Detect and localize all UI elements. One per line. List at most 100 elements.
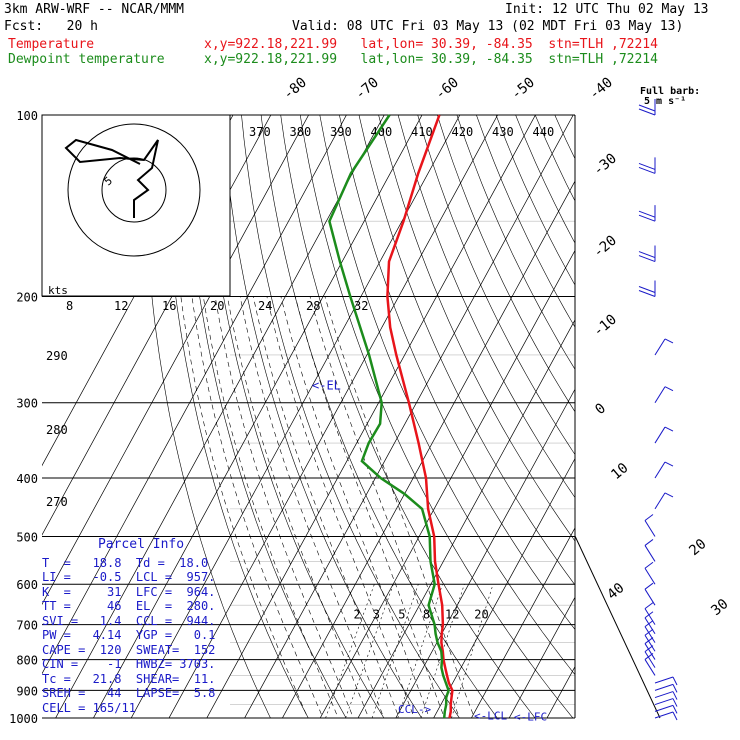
wind-barb-flag xyxy=(644,582,654,590)
wind-barb-flag xyxy=(672,698,678,707)
moist-adiabat xyxy=(191,296,324,718)
dry-adiabat xyxy=(143,115,271,718)
el-marker: <-EL xyxy=(312,379,341,393)
dry-adiabat xyxy=(299,115,574,718)
wind-barb xyxy=(654,698,678,707)
wind-barb xyxy=(654,676,678,686)
wind-barb-staff xyxy=(644,651,656,668)
wind-barb-staff xyxy=(644,608,656,625)
wind-barb xyxy=(644,539,656,562)
temperature-location: x,y=922.18,221.99 lat,lon= 30.39, -84.35… xyxy=(204,37,658,52)
parcel-info-row: CELL = 165/11 xyxy=(42,700,136,715)
mixing-ratio-line xyxy=(371,584,419,718)
dry-adiabat xyxy=(339,115,575,630)
mixing-ratio-label-5: 5 xyxy=(398,608,405,622)
wind-barb-staff xyxy=(654,698,674,706)
pressure-label-1000: 1000 xyxy=(9,712,38,726)
moist-adiabat xyxy=(203,296,339,718)
wind-barb-flag xyxy=(644,514,654,521)
mixing-ratio-label-12: 12 xyxy=(445,608,459,622)
wind-barb-staff xyxy=(644,588,656,606)
mixing-ratio-line xyxy=(345,584,394,718)
moist-adiabat xyxy=(253,296,400,718)
wind-barb xyxy=(638,245,656,263)
theta-label-280: 280 xyxy=(46,423,68,437)
wind-barb-flag xyxy=(638,255,656,263)
wind-barb-flag xyxy=(638,286,656,293)
wind-barb-staff xyxy=(644,626,656,643)
wind-barb-flag xyxy=(664,492,674,498)
model-title: 3km ARW-WRF -- NCAR/MMM xyxy=(4,2,185,17)
wind-barb-staff xyxy=(654,711,674,719)
pressure-label-600: 600 xyxy=(16,578,38,592)
hodograph-units-label: kts xyxy=(48,284,68,297)
theta-e-label-440: 440 xyxy=(533,125,555,139)
dry-adiabat xyxy=(417,115,575,456)
barb-key-line2: 5 m s⁻¹ xyxy=(644,96,686,107)
isotherm-label--50: -50 xyxy=(508,75,538,104)
wind-barb-flag xyxy=(644,602,654,609)
isotherm-label--80: -80 xyxy=(280,75,310,104)
wind-barb-flag xyxy=(664,386,674,392)
pressure-label-300: 300 xyxy=(16,397,38,411)
isotherm-line xyxy=(546,665,575,718)
moist-adiabat xyxy=(227,296,370,718)
wind-barb xyxy=(638,157,656,174)
speed-tick-label-16: 16 xyxy=(162,299,176,313)
wind-barb-staff xyxy=(654,492,666,510)
isotherm-line xyxy=(357,319,575,718)
speed-tick-label-28: 28 xyxy=(306,299,320,313)
wind-barb xyxy=(654,492,674,510)
isotherm-line xyxy=(42,115,347,675)
isotherm-label-30: 30 xyxy=(708,596,731,619)
wind-barb-flag xyxy=(638,104,656,112)
parcel-info-row: SVI = 1.4 CCL = 944. xyxy=(42,613,216,628)
mixing-ratio-label-8: 8 xyxy=(423,608,430,622)
wind-barb-flag xyxy=(638,108,656,116)
ccl-marker: CCL-> xyxy=(398,703,431,716)
parcel-info-row: PW = 4.14 YGP = 0.1 xyxy=(42,628,216,642)
wind-barb-flag xyxy=(644,561,654,569)
mixing-ratio-label-3: 3 xyxy=(373,608,380,622)
dry-adiabat xyxy=(241,115,460,718)
dry-adiabat xyxy=(162,115,309,718)
wind-barb-flag xyxy=(638,166,656,174)
barb-key-line1: Full barb: xyxy=(640,86,700,97)
theta-e-label-380: 380 xyxy=(290,125,312,139)
dry-adiabat xyxy=(378,115,575,542)
parcel-info-row: TT = 46 EL = 280. xyxy=(42,599,216,613)
theta-label-290: 290 xyxy=(46,349,68,363)
dry-adiabat xyxy=(319,115,575,676)
theta-e-label-430: 430 xyxy=(492,125,514,139)
wind-barb-flag xyxy=(672,684,678,693)
wind-barb-staff xyxy=(644,567,656,585)
pressure-label-500: 500 xyxy=(16,530,38,544)
dry-adiabat xyxy=(534,115,575,202)
dewpoint-trace xyxy=(328,114,450,719)
moist-adiabat xyxy=(266,296,415,718)
wind-barb-flag xyxy=(672,705,678,714)
forecast-hour: Fcst: 20 h xyxy=(4,19,98,34)
wind-barb xyxy=(638,280,656,297)
wind-barb xyxy=(654,461,674,479)
wind-barb xyxy=(644,582,656,606)
wind-barb-flag xyxy=(672,676,678,686)
wind-barb-staff xyxy=(654,426,666,444)
wind-barb xyxy=(654,683,678,693)
theta-e-label-370: 370 xyxy=(249,125,271,139)
parcel-info-row: LI = -0.5 LCL = 957. xyxy=(42,570,216,584)
valid-time: Valid: 08 UTC Fri 03 May 13 (02 MDT Fri … xyxy=(292,19,684,34)
moist-adiabat xyxy=(324,296,475,718)
temperature-trace xyxy=(386,114,454,719)
dewpoint-legend-label: Dewpoint temperature xyxy=(8,52,165,67)
moist-adiabat xyxy=(295,296,445,718)
wind-barb-staff xyxy=(644,634,656,652)
dry-adiabat xyxy=(594,115,740,731)
isotherm-line xyxy=(244,115,574,718)
moist-adiabat xyxy=(239,296,385,718)
isotherm-label-20: 20 xyxy=(686,536,709,559)
speed-tick-label-8: 8 xyxy=(66,299,73,313)
wind-barb xyxy=(654,338,674,356)
wind-barb xyxy=(644,561,656,585)
